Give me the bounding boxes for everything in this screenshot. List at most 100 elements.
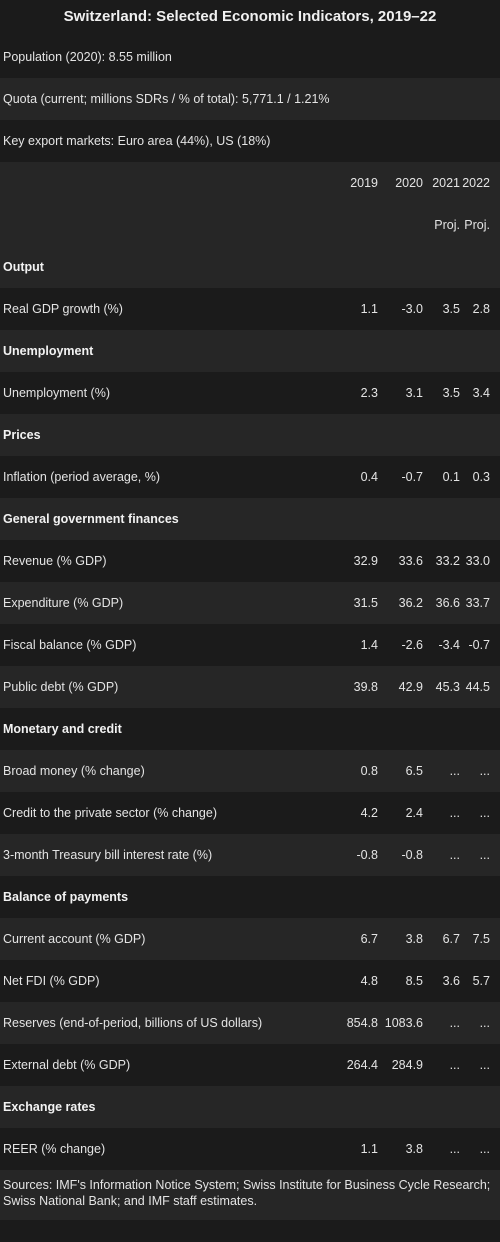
year-2019: 2019 — [350, 176, 378, 190]
table-row: REER (% change) 1.1 3.8...... — [0, 1128, 500, 1170]
value-cell-2022: 5.7 — [472, 974, 490, 988]
row-label: Inflation (period average, %) — [3, 470, 161, 484]
value-cell-2020: 3.8 — [405, 1142, 423, 1156]
row-label: Reserves (end-of-period, billions of US … — [3, 1016, 263, 1030]
value-cell-2019: 1.1 — [360, 1142, 378, 1156]
page-title: Switzerland: Selected Economic Indicator… — [63, 8, 437, 25]
row-label: External debt (% GDP) — [3, 1058, 131, 1072]
value-cell-2019: 4.2 — [360, 806, 378, 820]
sources-note: Sources: IMF's Information Notice System… — [0, 1170, 500, 1220]
meta-text: Key export markets: Euro area (44%), US … — [3, 134, 271, 148]
value-cell-2021: 45.3 — [435, 680, 460, 694]
value-cell-2021: ... — [449, 1142, 460, 1156]
year-2021: 2021 — [432, 176, 460, 190]
table-row: External debt (% GDP) 264.4 284.9...... — [0, 1044, 500, 1086]
section-title: General government finances — [3, 512, 179, 526]
value-cell-2019: -0.8 — [356, 848, 378, 862]
value-cell-2022: 33.7 — [465, 596, 490, 610]
value-cell-2021: ... — [449, 1058, 460, 1072]
table-row: Unemployment (%) 2.3 3.1 3.5 3.4 — [0, 372, 500, 414]
value-cell-2020: 6.5 — [405, 764, 423, 778]
indicator-table: Output Real GDP growth (%) 1.1 -3.0 3.5 2.8 Un… — [0, 246, 500, 1170]
value-cell-2022: 44.5 — [465, 680, 490, 694]
value-cell-2020: -0.7 — [401, 470, 423, 484]
proj-2021: Proj. — [434, 218, 460, 232]
value-cell-2019: 0.8 — [360, 764, 378, 778]
value-cell-2019: 2.3 — [360, 386, 378, 400]
value-cell-2022: ... — [479, 764, 490, 778]
table-row: Net FDI (% GDP) 4.8 8.5 3.6 5.7 — [0, 960, 500, 1002]
value-cell-2021: -3.4 — [438, 638, 460, 652]
row-label: Unemployment (%) — [3, 386, 110, 400]
row-label: Broad money (% change) — [3, 764, 145, 778]
population-line: Population (2020): 8.55 million — [0, 36, 500, 78]
section-title: Unemployment — [3, 344, 94, 358]
value-cell-2021: 36.6 — [435, 596, 460, 610]
table-row: Broad money (% change) 0.8 6.5...... — [0, 750, 500, 792]
section-header-row: Monetary and credit — [0, 708, 500, 750]
section-title: Balance of payments — [3, 890, 129, 904]
value-cell-2019: 264.4 — [346, 1058, 378, 1072]
value-cell-2022: ... — [479, 1142, 490, 1156]
value-cell-2020: -3.0 — [401, 302, 423, 316]
value-cell-2020: 8.5 — [405, 974, 423, 988]
table-row: Reserves (end-of-period, billions of US … — [0, 1002, 500, 1044]
value-cell-2019: 31.5 — [353, 596, 378, 610]
value-cell-2020: 3.8 — [405, 932, 423, 946]
value-cell-2020: 284.9 — [391, 1058, 423, 1072]
row-label: Net FDI (% GDP) — [3, 974, 100, 988]
section-header-row: Prices — [0, 414, 500, 456]
section-header-row: Exchange rates — [0, 1086, 500, 1128]
value-cell-2022: 2.8 — [472, 302, 490, 316]
value-cell-2022: 0.3 — [472, 470, 490, 484]
value-cell-2021: 3.6 — [442, 974, 460, 988]
table-row: Real GDP growth (%) 1.1 -3.0 3.5 2.8 — [0, 288, 500, 330]
table-row: Revenue (% GDP) 32.9 33.6 33.2 33.0 — [0, 540, 500, 582]
year-header-row: 2019 2020 2021 2022 — [0, 162, 500, 204]
value-cell-2022: 3.4 — [472, 386, 490, 400]
table-row: Fiscal balance (% GDP) 1.4 -2.6 -3.4 -0.7 — [0, 624, 500, 666]
table-row: 3-month Treasury bill interest rate (%) -… — [0, 834, 500, 876]
value-cell-2019: 854.8 — [346, 1016, 378, 1030]
value-cell-2021: ... — [449, 848, 460, 862]
value-cell-2020: 42.9 — [398, 680, 423, 694]
quota-line: Quota (current; millions SDRs / % of tot… — [0, 78, 500, 120]
section-header-row: Balance of payments — [0, 876, 500, 918]
table-row: Current account (% GDP) 6.7 3.8 6.7 7.5 — [0, 918, 500, 960]
row-label: Fiscal balance (% GDP) — [3, 638, 137, 652]
value-cell-2022: ... — [479, 1016, 490, 1030]
table-row: Credit to the private sector (% change) 4… — [0, 792, 500, 834]
section-header-row: General government finances — [0, 498, 500, 540]
value-cell-2021: 3.5 — [442, 386, 460, 400]
value-cell-2020: 3.1 — [405, 386, 423, 400]
section-header-row: Unemployment — [0, 330, 500, 372]
section-title: Monetary and credit — [3, 722, 122, 736]
row-label: 3-month Treasury bill interest rate (%) — [3, 848, 213, 862]
value-cell-2020: -2.6 — [401, 638, 423, 652]
value-cell-2022: 33.0 — [465, 554, 490, 568]
value-cell-2019: 4.8 — [360, 974, 378, 988]
value-cell-2020: -0.8 — [401, 848, 423, 862]
meta-text: Population (2020): 8.55 million — [3, 50, 172, 64]
value-cell-2021: 6.7 — [442, 932, 460, 946]
value-cell-2021: 33.2 — [435, 554, 460, 568]
export-markets-line: Key export markets: Euro area (44%), US … — [0, 120, 500, 162]
value-cell-2022: -0.7 — [468, 638, 490, 652]
value-cell-2020: 1083.6 — [384, 1016, 423, 1030]
table-row: Expenditure (% GDP) 31.5 36.2 36.6 33.7 — [0, 582, 500, 624]
row-label: Revenue (% GDP) — [3, 554, 107, 568]
value-cell-2019: 6.7 — [360, 932, 378, 946]
value-cell-2022: ... — [479, 1058, 490, 1072]
projection-row: Proj. Proj. — [0, 204, 500, 246]
section-header-row: Output — [0, 246, 500, 288]
table-row: Public debt (% GDP) 39.8 42.9 45.3 44.5 — [0, 666, 500, 708]
row-label: Expenditure (% GDP) — [3, 596, 124, 610]
value-cell-2019: 39.8 — [353, 680, 378, 694]
value-cell-2022: 7.5 — [472, 932, 490, 946]
meta-text: Quota (current; millions SDRs / % of tot… — [3, 92, 330, 106]
value-cell-2021: 0.1 — [442, 470, 460, 484]
value-cell-2021: ... — [449, 764, 460, 778]
year-2020: 2020 — [395, 176, 423, 190]
proj-2022: Proj. — [464, 218, 490, 232]
value-cell-2021: ... — [449, 806, 460, 820]
